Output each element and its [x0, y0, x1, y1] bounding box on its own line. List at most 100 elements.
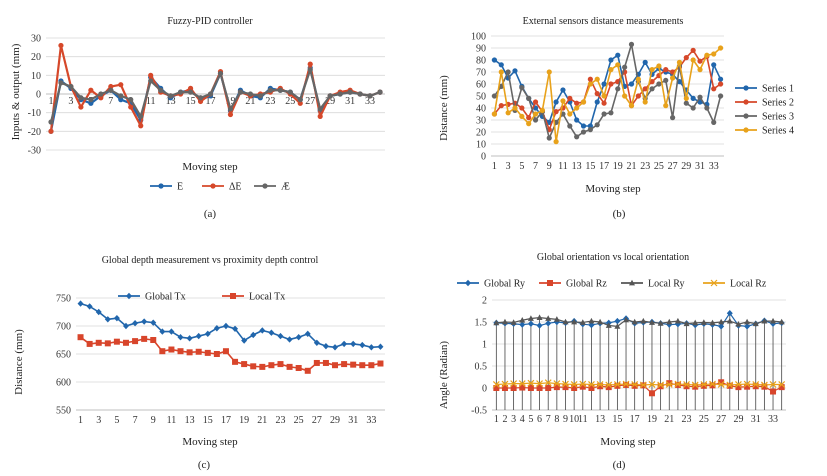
x-tick-label: 19: [613, 161, 623, 172]
data-point: [690, 47, 696, 54]
data-point: [122, 339, 129, 346]
y-tick-label: -10: [28, 108, 41, 119]
data-point: [571, 385, 578, 391]
x-tick-label: 13: [572, 161, 582, 172]
data-point: [536, 322, 543, 329]
data-point: [778, 384, 785, 391]
x-tick-label: 9: [151, 415, 156, 426]
x-tick-label: 5: [519, 161, 524, 172]
x-tick-label: 19: [239, 415, 249, 426]
data-point: [674, 381, 681, 388]
data-point: [108, 83, 114, 90]
y-tick-label: 1: [482, 340, 487, 351]
data-point: [519, 317, 526, 323]
data-point: [628, 103, 635, 109]
data-point: [587, 76, 593, 82]
data-point: [141, 335, 148, 342]
data-point: [697, 58, 703, 64]
x-tick-label: 29: [325, 96, 335, 107]
data-point: [304, 330, 311, 338]
data-point: [752, 381, 760, 388]
y-tick-label: 1.5: [475, 318, 488, 329]
data-point: [519, 85, 525, 91]
series-line: [496, 381, 782, 394]
data-point: [267, 87, 273, 93]
data-point: [138, 113, 144, 119]
data-point: [536, 385, 543, 391]
data-point: [709, 380, 716, 388]
x-tick-label: 17: [599, 161, 609, 172]
data-point: [709, 382, 716, 389]
data-point: [168, 346, 175, 353]
legend-label: Series 4: [762, 126, 794, 137]
data-point: [588, 385, 595, 391]
data-point: [769, 381, 777, 388]
y-tick-label: 10: [476, 140, 486, 151]
data-point: [562, 318, 569, 325]
series-line: [80, 336, 381, 372]
data-point: [587, 127, 593, 133]
data-point: [690, 105, 696, 111]
data-point: [527, 320, 534, 327]
data-point: [526, 95, 532, 101]
data-point: [718, 318, 725, 325]
chart-title: Fuzzy-PID controller: [167, 16, 253, 27]
data-point: [778, 381, 786, 388]
x-tick-label: 29: [733, 414, 743, 425]
data-point: [642, 59, 648, 65]
data-point: [735, 384, 742, 391]
legend-label: Local Ry: [648, 279, 685, 290]
data-point: [683, 100, 689, 106]
data-point: [622, 380, 630, 388]
x-tick-label: 2: [502, 414, 507, 425]
data-point: [605, 384, 612, 391]
data-point: [640, 317, 647, 324]
data-point: [622, 64, 628, 70]
data-point: [545, 315, 552, 321]
data-point: [704, 105, 710, 111]
data-point: [656, 63, 662, 69]
data-point: [642, 99, 648, 105]
data-point: [623, 316, 630, 323]
data-point: [227, 106, 234, 112]
data-point: [359, 341, 366, 349]
x-tick-label: 29: [330, 415, 340, 426]
x-tick-label: 29: [681, 161, 691, 172]
data-point: [683, 381, 690, 388]
data-point: [700, 319, 707, 325]
data-point: [58, 80, 64, 86]
data-point: [726, 382, 733, 389]
y-tick-label: 90: [476, 44, 486, 55]
data-point: [118, 93, 124, 99]
legend-item: Series 2: [735, 98, 794, 109]
data-point: [545, 385, 552, 391]
legend-label: Series 2: [762, 98, 794, 109]
series-local-rz: [492, 379, 786, 389]
data-point: [257, 93, 263, 99]
y-tick-label: 600: [56, 378, 71, 389]
series-series-4: [491, 45, 724, 145]
series-line: [493, 47, 722, 143]
data-point: [639, 381, 647, 389]
data-point: [649, 67, 655, 73]
data-point: [48, 119, 54, 125]
legend-label: Global Ry: [484, 279, 525, 290]
caption-a: (a): [203, 208, 217, 220]
data-point: [377, 89, 383, 95]
data-point: [778, 318, 785, 325]
data-point: [717, 81, 724, 87]
data-point: [601, 93, 607, 99]
data-point: [104, 316, 111, 323]
x-tick-label: 7: [533, 161, 538, 172]
data-point: [544, 379, 552, 387]
data-point: [122, 322, 129, 330]
data-point: [553, 316, 560, 322]
data-point: [735, 321, 742, 327]
x-tick-label: 3: [96, 415, 101, 426]
data-point: [697, 94, 703, 100]
data-point: [579, 383, 586, 390]
x-tick-label: 15: [203, 415, 213, 426]
data-point: [197, 95, 204, 101]
x-axis-label: Moving step: [182, 161, 238, 173]
data-point: [347, 89, 353, 95]
